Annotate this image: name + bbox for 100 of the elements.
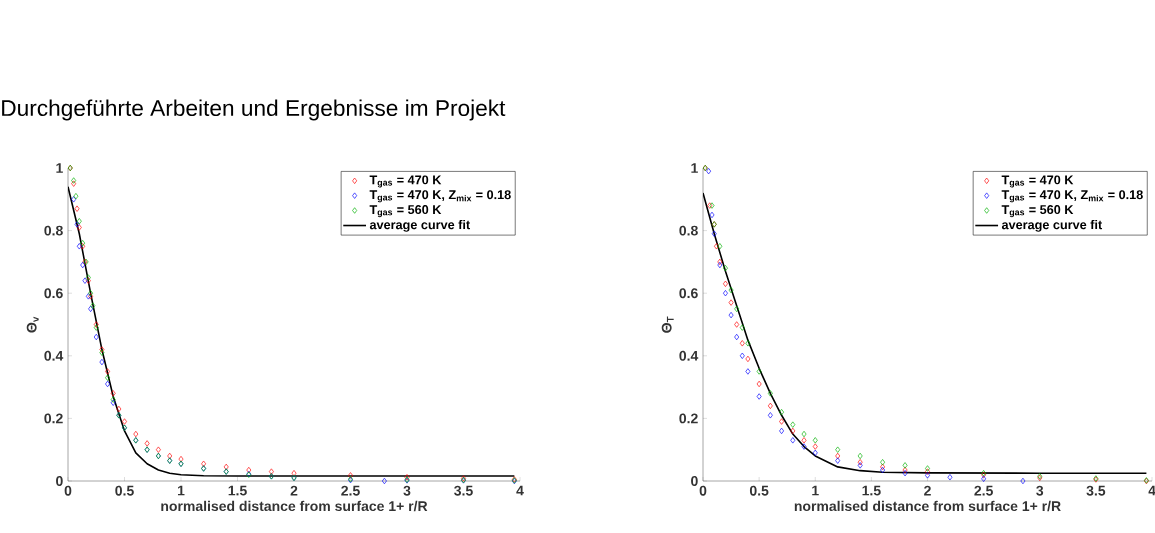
point <box>790 427 796 435</box>
point <box>857 452 863 460</box>
y-tick-label: 0.2 <box>679 413 698 424</box>
point <box>801 430 807 438</box>
y-tick-label: 0 <box>56 476 63 486</box>
point <box>790 421 796 428</box>
point <box>767 412 773 419</box>
point <box>947 474 953 481</box>
point <box>711 230 717 237</box>
point <box>723 280 728 287</box>
x-axis-title: normalised distance from surface 1+ r/R <box>161 500 428 512</box>
legend-label: T$_{gas}$ = 560 K <box>369 205 442 218</box>
y-tick-label: 0.2 <box>44 413 63 424</box>
x-tick-label: 0.5 <box>115 485 134 496</box>
point <box>291 470 297 477</box>
point <box>167 452 173 460</box>
point <box>728 311 734 319</box>
y-tick-label: 0.6 <box>679 288 698 299</box>
point <box>728 299 734 306</box>
point <box>790 437 796 444</box>
point <box>801 443 807 450</box>
x-tick-label: 3 <box>1036 485 1044 496</box>
x-tick-label: 2.5 <box>341 485 360 496</box>
point <box>223 463 229 471</box>
y-tick-label: 0 <box>691 476 698 486</box>
point <box>902 466 908 474</box>
x-tick-label: 1 <box>812 485 819 496</box>
point <box>74 205 80 212</box>
legend-label: T$_{gas}$ = 470 K <box>1001 175 1074 188</box>
point <box>739 340 745 347</box>
x-tick-label: 1.5 <box>228 485 247 496</box>
y-tick-label: 0.8 <box>679 225 698 236</box>
point <box>116 405 122 413</box>
y-axis-title: Θ$_{v}$ <box>26 316 39 333</box>
point <box>767 402 773 410</box>
point <box>835 446 841 453</box>
point <box>348 472 353 479</box>
point <box>880 459 886 466</box>
point <box>981 475 987 482</box>
legend-label: T$_{gas}$ = 560 K <box>1001 205 1074 218</box>
x-tick-label: 1 <box>177 485 185 496</box>
point <box>734 333 740 341</box>
y-tick-label: 0.4 <box>44 350 64 361</box>
point <box>268 468 274 475</box>
point <box>902 462 908 469</box>
x-tick-label: 3 <box>403 485 411 496</box>
point <box>105 374 110 381</box>
point <box>80 239 86 247</box>
y-tick-label: 1 <box>56 163 63 173</box>
legend-label: T$_{gas}$ = 470 K, Z$_{mix}$ = 0.18 <box>369 190 511 203</box>
point <box>739 324 745 331</box>
y-tick-label: 0.4 <box>679 350 699 361</box>
point <box>133 430 139 438</box>
y-tick-label: 0.6 <box>44 288 63 299</box>
point <box>756 380 762 388</box>
point <box>739 352 745 359</box>
point <box>779 409 785 416</box>
point <box>835 457 841 464</box>
point <box>779 418 785 425</box>
point <box>779 427 785 435</box>
x-tick-label: 0 <box>64 485 72 496</box>
point <box>381 477 387 485</box>
point <box>93 333 99 341</box>
legend-label: average curve fit <box>1001 219 1103 232</box>
x-tick-label: 0.5 <box>749 485 769 496</box>
point <box>745 340 751 347</box>
y-tick-label: 1 <box>691 163 698 173</box>
point <box>714 243 719 250</box>
x-tick-label: 2 <box>290 485 298 496</box>
point <box>99 358 105 366</box>
x-tick-label: 1.5 <box>862 485 881 496</box>
x-tick-label: 4 <box>516 485 524 496</box>
x-tick-label: 4 <box>1148 485 1155 496</box>
legend-label: average curve fit <box>369 219 470 232</box>
point <box>902 470 908 477</box>
point <box>105 368 110 375</box>
x-tick-label: 3.5 <box>1086 485 1106 496</box>
point <box>717 243 723 250</box>
x-tick-label: 2.5 <box>974 485 993 496</box>
y-tick-label: 0.8 <box>44 225 63 236</box>
point <box>110 390 116 397</box>
x-tick-label: 2 <box>924 485 931 496</box>
point <box>122 418 127 425</box>
point <box>756 368 762 375</box>
point <box>76 243 82 250</box>
point <box>745 355 751 363</box>
point <box>801 437 807 444</box>
point <box>201 460 207 467</box>
point <box>812 437 818 444</box>
point <box>767 390 773 397</box>
point <box>155 446 161 453</box>
x-tick-label: 0 <box>699 485 707 496</box>
point <box>178 455 184 463</box>
point <box>745 368 751 375</box>
point <box>728 286 734 294</box>
x-tick-label: 3.5 <box>454 485 473 496</box>
point <box>812 443 818 450</box>
point <box>723 265 728 272</box>
text: Durchgeführte Arbeiten und Ergebnisse im Projekt <box>2 99 506 121</box>
point <box>756 393 762 400</box>
